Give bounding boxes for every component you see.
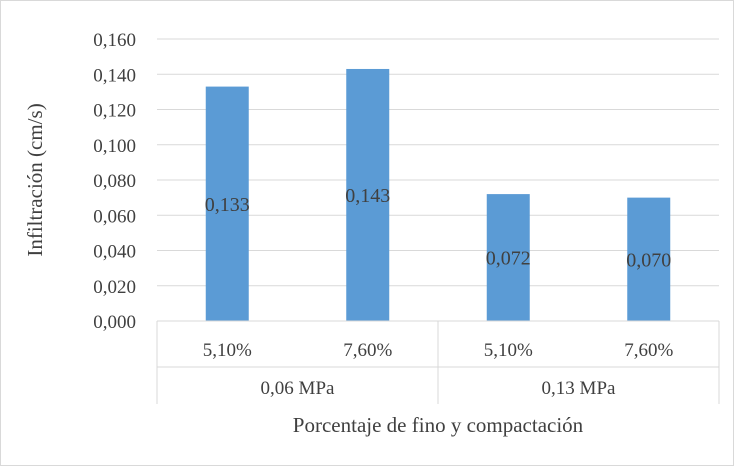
data-labels: 0,133 0,143 0,072 0,070 [205,185,672,271]
y-tick-label: 0,140 [93,65,136,86]
bar [205,86,249,322]
x-group-label: 0,06 MPa [261,378,335,399]
bars [205,68,671,322]
x-group-label: 0,13 MPa [542,378,616,399]
y-tick-label: 0,000 [93,312,136,333]
y-axis-tick-labels: 0,000 0,020 0,040 0,060 0,080 0,100 0,120 0,140… [93,30,136,333]
y-tick-label: 0,100 [93,136,136,157]
y-tick-label: 0,120 [93,101,136,122]
bar [346,68,390,322]
bar-data-label: 0,133 [205,194,250,216]
y-axis-title: Infiltración (cm/s) [23,103,47,256]
y-tick-label: 0,060 [93,206,136,227]
x-axis-title: Porcentaje de fino y compactación [293,413,584,437]
bar-data-label: 0,072 [486,248,531,270]
y-tick-label: 0,040 [93,242,136,263]
y-tick-label: 0,160 [93,30,136,51]
y-tick-label: 0,080 [93,171,136,192]
bar [627,197,671,321]
bar [486,194,530,321]
x-category-label: 7,60% [624,340,673,361]
x-category-label: 5,10% [484,340,533,361]
bar-data-label: 0,070 [626,249,671,271]
bar-data-label: 0,143 [345,185,390,207]
x-category-label: 7,60% [343,340,392,361]
x-category-label: 5,10% [203,340,252,361]
x-axis: 5,10% 7,60% 0,06 MPa 5,10% 7,60% 0,13 MPa [156,320,720,404]
y-tick-label: 0,020 [93,277,136,298]
